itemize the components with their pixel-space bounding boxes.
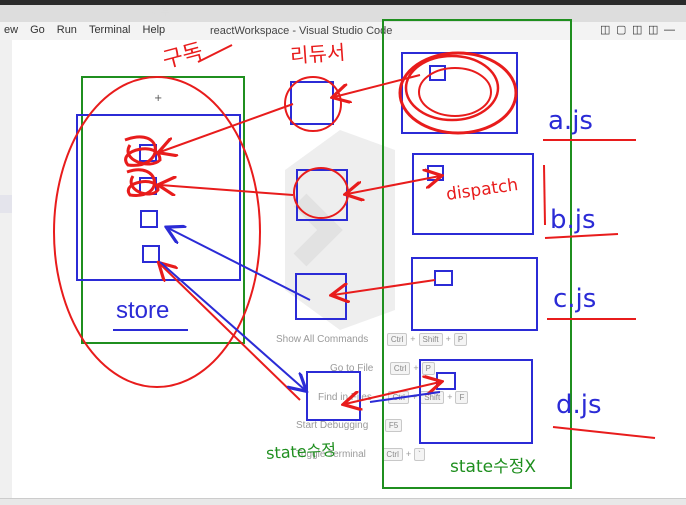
b-js-underline bbox=[544, 233, 619, 239]
layout-toggle-icon[interactable]: ◫ bbox=[600, 24, 611, 36]
subscribe-tick bbox=[197, 44, 233, 63]
state-change-forbidden-label: state수정X bbox=[450, 457, 536, 477]
kbd-key: P bbox=[453, 333, 468, 346]
file-b-label: b.js bbox=[550, 205, 596, 235]
kbd-key: Ctrl bbox=[386, 333, 408, 346]
menu-help[interactable]: Help bbox=[142, 24, 166, 36]
shortcut-show-all-commands[interactable]: Show All Commands Ctrl + Shift + P bbox=[276, 333, 468, 346]
component-a-scribble bbox=[398, 51, 518, 135]
dispatch-bracket bbox=[543, 164, 546, 226]
arrow-store-to-reducer4 bbox=[159, 261, 305, 390]
components-container-frame bbox=[382, 19, 572, 489]
file-c-label: c.js bbox=[553, 284, 597, 314]
subscribe-ellipse bbox=[53, 76, 261, 388]
kbd-key: F bbox=[455, 391, 469, 404]
component-c-box bbox=[411, 257, 538, 331]
reducer-2-circle bbox=[293, 167, 349, 219]
menu-view[interactable]: ew bbox=[4, 24, 19, 36]
title-bar bbox=[0, 0, 686, 22]
scribble-slot-1 bbox=[124, 135, 162, 167]
arrow-d-reducer4 bbox=[345, 382, 440, 404]
component-d-slot bbox=[436, 372, 456, 390]
kbd-key: Shift bbox=[418, 333, 443, 346]
arrow-reducer4-component-d bbox=[369, 391, 441, 403]
state-slot-3 bbox=[140, 210, 158, 228]
arrow-a-to-reducer1 bbox=[334, 74, 421, 97]
menu-bar: ew Go Run Terminal Help bbox=[0, 22, 173, 38]
menu-go[interactable]: Go bbox=[30, 24, 45, 36]
state-slot-4 bbox=[142, 245, 160, 263]
top-partial-text: 이루 ... bbox=[150, 5, 185, 18]
kbd-key: F5 bbox=[384, 419, 403, 432]
kbd-key: P bbox=[421, 362, 435, 375]
arrow-reducer1-to-store bbox=[160, 103, 294, 152]
arrow-reducer3-to-store bbox=[168, 228, 311, 301]
reducer-box-1 bbox=[290, 81, 334, 125]
menu-run[interactable]: Run bbox=[56, 24, 77, 36]
scribble-slot-2 bbox=[126, 168, 160, 197]
shortcut-label: Toggle Terminal bbox=[296, 449, 366, 460]
top-edge bbox=[0, 0, 686, 5]
store-label: store bbox=[116, 297, 170, 324]
sidebar-toggle-icon[interactable]: ◫ bbox=[632, 24, 643, 36]
panel-toggle-icon[interactable]: ▢ bbox=[616, 24, 627, 36]
component-a-scribble-inner bbox=[404, 54, 500, 122]
activity-item-selected[interactable] bbox=[0, 195, 12, 213]
reducer-box-4 bbox=[306, 371, 361, 421]
shortcut-label: Show All Commands bbox=[276, 334, 369, 345]
activity-bar bbox=[0, 40, 12, 498]
arrow-reducer4-to-store bbox=[160, 264, 301, 401]
arrow-reducer2-to-store bbox=[160, 185, 294, 195]
shortcut-label: Go to File bbox=[330, 363, 374, 374]
window-title: reactWorkspace - Visual Studio Code bbox=[210, 25, 393, 37]
component-a-slot bbox=[429, 65, 446, 81]
plus-mark: + bbox=[154, 93, 163, 104]
arrow-b-reducer2 bbox=[347, 176, 440, 194]
d-js-strike bbox=[552, 426, 656, 439]
shortcut-label: Start Debugging bbox=[296, 420, 369, 431]
status-bar bbox=[0, 498, 686, 505]
minimize-icon[interactable]: — bbox=[664, 24, 675, 36]
kbd-key: ` bbox=[414, 448, 425, 461]
component-a-scribble-core bbox=[418, 67, 492, 117]
arrow-c-to-reducer3 bbox=[333, 279, 436, 295]
shortcut-start-debugging[interactable]: Start Debugging F5 bbox=[296, 419, 403, 432]
file-a-label: a.js bbox=[548, 106, 593, 136]
state-change-allowed-label: state수정 bbox=[265, 440, 337, 463]
component-c-slot bbox=[434, 270, 453, 286]
customize-layout-icon[interactable]: ◫ bbox=[648, 24, 659, 36]
file-d-label: d.js bbox=[556, 390, 602, 420]
menu-terminal[interactable]: Terminal bbox=[88, 24, 131, 36]
reducer-label: 리듀서 bbox=[289, 40, 347, 68]
